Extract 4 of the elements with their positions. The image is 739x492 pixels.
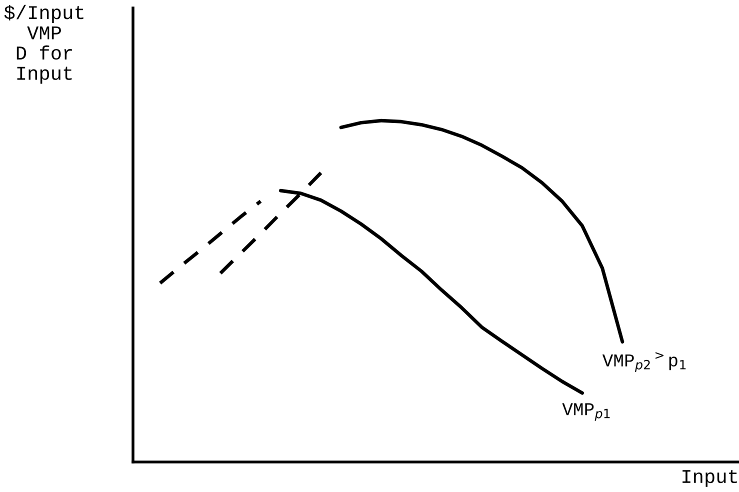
y-axis-title: $/Input VMP D for Input xyxy=(4,4,84,84)
x-axis-title: Input xyxy=(682,470,737,487)
series-label: VMP$_{p1}$ xyxy=(562,403,610,421)
series-label: VMP$_{p2}$$^{>}$p$_{1}$ xyxy=(602,352,686,372)
